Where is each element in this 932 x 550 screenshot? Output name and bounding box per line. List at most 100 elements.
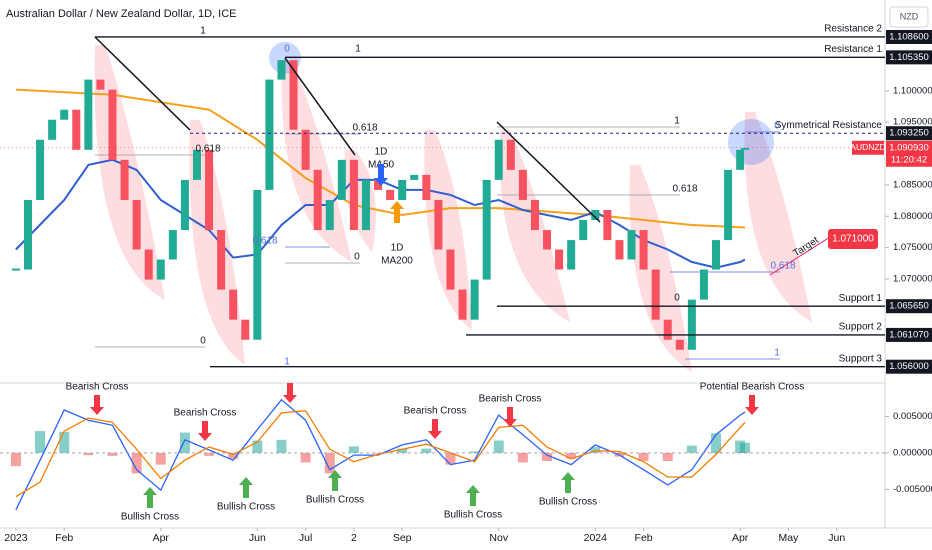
y-tick-label: 1.080000 xyxy=(893,211,932,222)
candle xyxy=(265,79,274,190)
candle xyxy=(277,60,286,80)
candle xyxy=(627,230,636,260)
histogram-bar xyxy=(131,452,142,474)
x-tick-label: 2 xyxy=(351,532,357,544)
y-tick-label: 1.085000 xyxy=(893,179,932,190)
currency-button[interactable] xyxy=(889,6,929,28)
arrow xyxy=(466,485,480,506)
level-value-box xyxy=(886,29,932,44)
candle xyxy=(740,147,749,150)
candle xyxy=(567,240,576,270)
candle xyxy=(144,249,153,280)
histogram-bar xyxy=(397,448,408,453)
level-name: Support 2 xyxy=(839,322,883,333)
histogram-bar xyxy=(662,452,673,461)
histogram-bar xyxy=(300,452,311,463)
level-value: 1.065650 xyxy=(889,301,929,312)
arrow xyxy=(143,487,157,508)
bearish-label: Bearish Cross xyxy=(174,408,237,419)
x-tick-label: Apr xyxy=(732,532,749,544)
bearish-label: Bearish Cross xyxy=(66,382,129,393)
y-tick-label: 0.000000 xyxy=(893,447,932,458)
candle xyxy=(325,199,334,231)
bullish-label: Bullish Cross xyxy=(217,502,275,513)
fib-label: 0 xyxy=(774,121,780,132)
moving-average xyxy=(15,88,746,229)
candle xyxy=(24,199,33,270)
fib-label: 0.618 xyxy=(770,261,795,272)
level-value-box xyxy=(886,327,932,342)
arrow xyxy=(745,395,759,415)
bullish-label: Bullish Cross xyxy=(121,512,179,523)
histogram-bar xyxy=(155,452,166,465)
arrow xyxy=(283,383,297,403)
signal-line xyxy=(15,410,746,498)
trend-line xyxy=(496,121,601,223)
target-box xyxy=(828,229,878,249)
candle xyxy=(506,139,515,170)
candle xyxy=(156,259,165,280)
candle xyxy=(192,149,201,180)
ma-label: MA200 xyxy=(381,256,413,267)
fib-label: 1 xyxy=(200,26,206,37)
candle xyxy=(72,109,81,150)
y-tick-label: 0.005000 xyxy=(893,411,932,422)
x-tick-label: Feb xyxy=(635,532,653,544)
candle xyxy=(530,199,539,231)
candle xyxy=(736,149,745,170)
fib-label: 0.618 xyxy=(352,123,377,134)
x-tick-label: May xyxy=(779,532,800,544)
level-value-box xyxy=(886,359,932,374)
bearish-label: Bearish Cross xyxy=(404,406,467,417)
x-tick-label: 2023 xyxy=(4,532,28,544)
histogram-bar xyxy=(638,452,649,461)
level-name: Resistance 2 xyxy=(824,24,882,35)
candle xyxy=(518,169,527,200)
candle xyxy=(313,169,322,231)
candle xyxy=(132,199,141,250)
candle xyxy=(603,209,612,241)
level-value-box xyxy=(886,126,932,141)
arrow xyxy=(374,164,388,186)
y-tick-label: 1.095000 xyxy=(893,117,932,128)
fib-label: 1 xyxy=(774,348,780,359)
symbol: AUDNZD xyxy=(850,142,885,152)
highlight-swoosh xyxy=(424,130,472,330)
candle xyxy=(712,240,721,270)
trend-line xyxy=(94,36,191,131)
candle xyxy=(108,89,117,160)
arrow xyxy=(328,470,342,491)
candle xyxy=(675,339,684,350)
fib-label: 1 xyxy=(355,44,361,55)
histogram-bar xyxy=(566,452,577,459)
symbol-box xyxy=(852,140,884,155)
candle xyxy=(482,179,491,280)
candle xyxy=(555,249,564,270)
level-name: Symmetrical Resistance xyxy=(775,120,883,131)
y-tick-label: -0.005000 xyxy=(893,484,932,495)
candle xyxy=(579,220,588,241)
candle xyxy=(337,159,346,200)
candle xyxy=(84,79,93,150)
macd-line xyxy=(15,398,746,511)
x-tick-label: Sep xyxy=(393,532,412,544)
histogram-bar xyxy=(83,452,94,456)
level-name: Support 3 xyxy=(839,353,883,364)
histogram-bar xyxy=(228,452,239,459)
currency[interactable]: NZD xyxy=(900,11,919,21)
fib-label: 0 xyxy=(284,44,290,55)
bullish-label: Bullish Cross xyxy=(539,497,597,508)
histogram-bar xyxy=(421,448,432,453)
level-value: 1.105350 xyxy=(889,52,929,63)
level-value: 1.056000 xyxy=(889,361,929,372)
candle xyxy=(470,279,479,320)
target-line xyxy=(769,231,839,276)
bearish-label: Bearish Cross xyxy=(479,394,542,405)
arrow xyxy=(428,419,442,439)
candle xyxy=(180,179,189,231)
candle xyxy=(494,139,503,180)
candle xyxy=(349,159,358,231)
bearish-label: Potential Bearish Cross xyxy=(700,382,805,393)
